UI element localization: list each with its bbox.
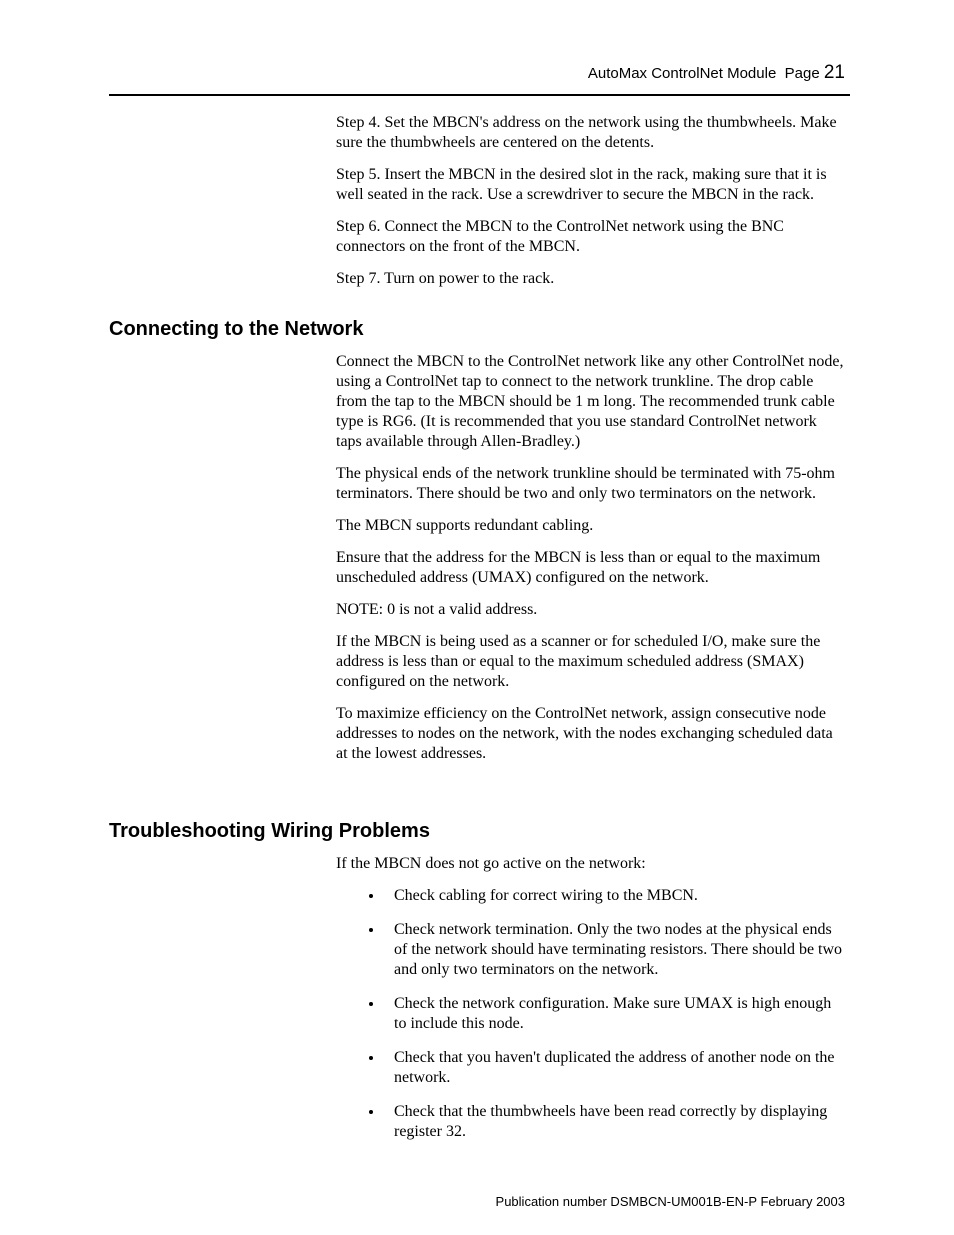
doc-title: AutoMax ControlNet Module: [588, 65, 776, 82]
s2-intro: If the MBCN does not go active on the ne…: [336, 854, 846, 874]
s1-p5: NOTE: 0 is not a valid address.: [336, 600, 846, 620]
list-item: Check cabling for correct wiring to the …: [384, 886, 846, 906]
list-item: Check network termination. Only the two …: [384, 920, 846, 980]
bullet-list: Check cabling for correct wiring to the …: [336, 886, 846, 1142]
list-item: Check the network configuration. Make su…: [384, 994, 846, 1034]
page-footer: Publication number DSMBCN-UM001B-EN-P Fe…: [496, 1194, 845, 1209]
step-7: Step 7. Turn on power to the rack.: [336, 269, 846, 289]
s1-p4: Ensure that the address for the MBCN is …: [336, 548, 846, 588]
section1-body: Connect the MBCN to the ControlNet netwo…: [336, 352, 846, 776]
header-rule: [109, 94, 850, 96]
page-header: AutoMax ControlNet Module Page 21: [588, 62, 845, 84]
step-4: Step 4. Set the MBCN's address on the ne…: [336, 113, 846, 153]
s1-p6: If the MBCN is being used as a scanner o…: [336, 632, 846, 692]
steps-block: Step 4. Set the MBCN's address on the ne…: [336, 113, 846, 301]
list-item: Check that you haven't duplicated the ad…: [384, 1048, 846, 1088]
step-6: Step 6. Connect the MBCN to the ControlN…: [336, 217, 846, 257]
s1-p2: The physical ends of the network trunkli…: [336, 464, 846, 504]
heading-connecting: Connecting to the Network: [109, 318, 363, 341]
section2-body: If the MBCN does not go active on the ne…: [336, 854, 846, 1156]
heading-troubleshooting: Troubleshooting Wiring Problems: [109, 820, 430, 843]
list-item: Check that the thumbwheels have been rea…: [384, 1102, 846, 1142]
s1-p1: Connect the MBCN to the ControlNet netwo…: [336, 352, 846, 452]
page: AutoMax ControlNet Module Page 21 Step 4…: [0, 0, 954, 1235]
s1-p7: To maximize efficiency on the ControlNet…: [336, 704, 846, 764]
step-5: Step 5. Insert the MBCN in the desired s…: [336, 165, 846, 205]
page-label: Page: [785, 65, 820, 82]
page-number: 21: [824, 62, 845, 83]
s1-p3: The MBCN supports redundant cabling.: [336, 516, 846, 536]
